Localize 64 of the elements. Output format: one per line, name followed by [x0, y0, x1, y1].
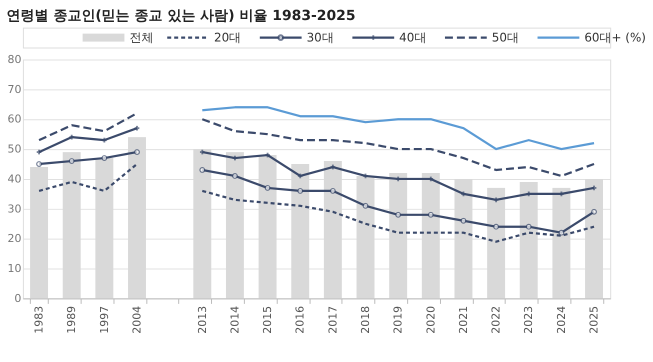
- point: [460, 218, 466, 224]
- point: [493, 224, 500, 230]
- legend-label: 전체: [129, 30, 154, 45]
- x-tick-label: 2013: [196, 306, 209, 334]
- y-tick-label: 0: [14, 292, 22, 305]
- y-tick-label: 30: [7, 202, 22, 216]
- x-tick-label: 2024: [554, 306, 568, 334]
- point: [494, 198, 498, 202]
- point: [297, 188, 304, 194]
- x-tick-label: 2018: [359, 306, 372, 334]
- point: [36, 150, 42, 154]
- point: [264, 184, 271, 191]
- point: [36, 161, 42, 167]
- point: [232, 156, 238, 160]
- point: [395, 212, 402, 218]
- y-tick-label: 40: [7, 172, 22, 186]
- point: [68, 158, 75, 164]
- x-tick-label: 2004: [130, 306, 144, 334]
- point: [591, 208, 597, 215]
- chart-title: 연령별 종교인(믿는 종교 있는 사람) 비율 1983-2025: [6, 8, 356, 24]
- legend-label: 60대+ (%): [584, 30, 646, 45]
- point: [330, 188, 336, 194]
- x-tick-label: 2014: [228, 306, 242, 334]
- legend-label: 30대: [306, 30, 334, 45]
- point: [200, 150, 205, 154]
- y-tick-label: 20: [7, 232, 22, 246]
- y-tick-label: 70: [7, 82, 22, 96]
- x-tick-label: 1983: [32, 306, 46, 334]
- legend-label: 40대: [399, 30, 426, 45]
- point: [362, 202, 368, 209]
- x-tick-label: 2023: [522, 306, 536, 334]
- point: [526, 224, 532, 230]
- y-tick-label: 60: [7, 112, 22, 126]
- point: [69, 134, 74, 140]
- x-tick-label: 2020: [424, 306, 438, 334]
- x-tick-label: 2025: [588, 306, 601, 334]
- legend-label: 20대: [214, 30, 242, 45]
- x-tick-label: 1989: [65, 306, 78, 334]
- point: [558, 230, 564, 236]
- x-tick-label: 2016: [294, 306, 307, 334]
- y-tick-label: 80: [7, 52, 22, 66]
- line-series: [201, 106, 596, 150]
- point: [232, 173, 238, 179]
- point: [134, 149, 140, 156]
- point: [298, 174, 303, 178]
- x-tick-label: 2019: [392, 306, 405, 334]
- point: [199, 167, 206, 173]
- point: [428, 212, 434, 218]
- point: [134, 126, 140, 131]
- point: [363, 174, 368, 178]
- x-tick-label: 2022: [490, 306, 503, 334]
- legend-label: 50대: [492, 30, 519, 45]
- point: [592, 186, 596, 190]
- point: [330, 164, 336, 170]
- point: [265, 152, 270, 158]
- point: [461, 192, 466, 196]
- point: [101, 155, 108, 161]
- y-tick-label: 50: [7, 142, 22, 156]
- x-tick-label: 2017: [326, 306, 340, 334]
- y-tick-label: 10: [7, 262, 22, 276]
- x-tick-label: 1997: [98, 306, 111, 334]
- point: [102, 138, 107, 142]
- x-tick-label: 2021: [456, 306, 470, 334]
- x-tick-label: 2015: [261, 306, 274, 334]
